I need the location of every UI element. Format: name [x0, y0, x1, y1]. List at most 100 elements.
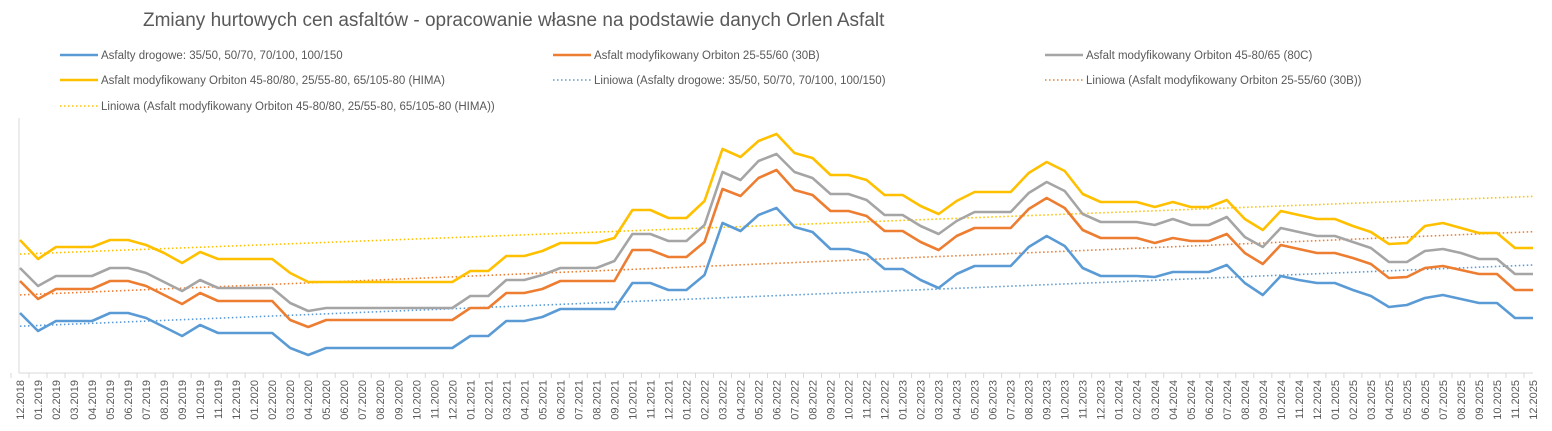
x-tick-label: 12.2020 [447, 380, 459, 420]
legend-item: Asfalt modyfikowany Orbiton 25-55/60 (30… [553, 50, 820, 62]
x-tick-label: 12.2023 [1096, 380, 1108, 420]
x-tick-label: 02.2023 [916, 380, 928, 420]
x-tick-label: 06.2025 [1420, 380, 1432, 420]
x-tick-label: 08.2020 [375, 380, 387, 420]
x-tick-label: 11.2019 [213, 380, 225, 419]
x-tick-label: 09.2021 [609, 380, 621, 420]
x-tick-label: 04.2024 [1168, 380, 1180, 420]
x-tick-label: 10.2019 [195, 380, 207, 420]
x-tick-label: 03.2023 [934, 380, 946, 420]
x-tick-label: 03.2024 [1150, 380, 1162, 420]
x-tick-label: 03.2020 [285, 380, 297, 420]
x-tick-label: 09.2020 [393, 380, 405, 420]
x-tick-label: 07.2024 [1222, 380, 1234, 420]
x-tick-label: 02.2021 [483, 380, 495, 420]
x-tick-label: 10.2024 [1276, 380, 1288, 420]
x-tick-label: 11.2024 [1294, 380, 1306, 419]
x-tick-label: 09.2025 [1474, 380, 1486, 420]
x-tick-label: 10.2022 [844, 380, 856, 420]
x-tick-label: 12.2024 [1312, 380, 1324, 420]
x-tick-label: 10.2023 [1060, 380, 1072, 420]
legend-item: Asfalty drogowe: 35/50, 50/70, 70/100, 1… [60, 50, 343, 62]
x-tick-label: 07.2022 [790, 380, 802, 420]
x-tick-label: 04.2020 [303, 380, 315, 420]
x-tick-label: 02.2024 [1132, 380, 1144, 420]
x-tick-label: 03.2021 [501, 380, 513, 420]
legend: Asfalty drogowe: 35/50, 50/70, 70/100, 1… [60, 50, 1362, 113]
chart-title: Zmiany hurtowych cen asfaltów - opracowa… [143, 10, 885, 31]
x-tick-label: 02.2022 [699, 380, 711, 420]
x-tick-label: 10.2020 [411, 380, 423, 420]
legend-label: Liniowa (Asfalt modyfikowany Orbiton 25-… [1086, 75, 1362, 87]
x-tick-label: 09.2022 [826, 380, 838, 420]
x-tick-label: 12.2018 [15, 380, 27, 420]
x-tick-label: 12.2025 [1528, 380, 1540, 420]
x-tick-label: 06.2024 [1204, 380, 1216, 420]
legend-item: Asfalt modyfikowany Orbiton 45-80/80, 25… [60, 75, 445, 87]
trendline-0 [19, 264, 1534, 328]
x-tick-label: 10.2021 [627, 380, 639, 420]
x-tick-label: 07.2021 [573, 380, 585, 420]
x-tick-label: 01.2021 [465, 380, 477, 420]
x-tick-label: 07.2020 [357, 380, 369, 420]
x-tick-label: 09.2023 [1042, 380, 1054, 420]
legend-item: Asfalt modyfikowany Orbiton 45-80/65 (80… [1045, 50, 1312, 62]
x-tick-label: 11.2023 [1078, 380, 1090, 419]
x-tick-label: 10.2025 [1492, 380, 1504, 420]
x-axis-ticks: 12.2018 01.2019 02.2019 03.2019 04.2019 05.20… [10, 373, 1540, 420]
x-tick-label: 05.2021 [537, 380, 549, 420]
x-tick-label: 12.2021 [663, 380, 675, 420]
x-tick-label: 03.2019 [69, 380, 81, 420]
trendline-2 [19, 195, 1534, 255]
series-line-3 [19, 132, 1533, 284]
x-tick-label: 11.2020 [429, 380, 441, 419]
x-tick-label: 04.2025 [1384, 380, 1396, 420]
x-tick-label: 04.2022 [735, 380, 747, 420]
x-tick-label: 01.2024 [1114, 380, 1126, 420]
legend-label: Asfalty drogowe: 35/50, 50/70, 70/100, 1… [101, 50, 343, 62]
x-tick-label: 06.2020 [339, 380, 351, 420]
x-tick-label: 12.2022 [880, 380, 892, 420]
x-tick-label: 08.2025 [1456, 380, 1468, 420]
x-tick-label: 08.2022 [808, 380, 820, 420]
x-tick-label: 07.2019 [141, 380, 153, 420]
legend-label: Liniowa (Asfalty drogowe: 35/50, 50/70, … [594, 75, 886, 87]
x-tick-label: 05.2024 [1186, 380, 1198, 420]
x-tick-label: 01.2020 [249, 380, 261, 420]
x-tick-label: 09.2024 [1258, 380, 1270, 420]
legend-item: Liniowa (Asfalt modyfikowany Orbiton 25-… [1045, 75, 1362, 87]
x-tick-label: 01.2023 [898, 380, 910, 420]
x-tick-label: 08.2019 [159, 380, 171, 420]
x-tick-label: 06.2019 [123, 380, 135, 420]
legend-item: Liniowa (Asfalt modyfikowany Orbiton 45-… [60, 101, 495, 113]
x-tick-label: 01.2019 [33, 380, 45, 420]
x-tick-label: 01.2022 [681, 380, 693, 420]
series-line-1 [19, 168, 1533, 329]
x-tick-label: 11.2025 [1510, 380, 1522, 419]
x-tick-label: 12.2019 [231, 380, 243, 420]
x-tick-label: 06.2023 [988, 380, 1000, 420]
x-tick-label: 11.2021 [645, 380, 657, 419]
x-tick-label: 05.2023 [970, 380, 982, 420]
x-tick-label: 05.2020 [321, 380, 333, 420]
series-line-0 [19, 206, 1533, 357]
x-tick-label: 04.2019 [87, 380, 99, 420]
x-tick-label: 11.2022 [862, 380, 874, 419]
x-tick-label: 07.2025 [1438, 380, 1450, 420]
x-tick-label: 06.2022 [772, 380, 784, 420]
x-tick-label: 02.2019 [51, 380, 63, 420]
legend-label: Asfalt modyfikowany Orbiton 45-80/80, 25… [101, 75, 445, 87]
x-tick-label: 08.2023 [1024, 380, 1036, 420]
trendline-1 [19, 230, 1534, 296]
x-tick-label: 06.2021 [555, 380, 567, 420]
x-tick-label: 02.2025 [1348, 380, 1360, 420]
x-tick-label: 03.2022 [717, 380, 729, 420]
series-line-2 [19, 152, 1533, 313]
x-tick-label: 03.2025 [1366, 380, 1378, 420]
series-lines [19, 132, 1533, 357]
x-tick-label: 09.2019 [177, 380, 189, 420]
x-tick-label: 01.2025 [1330, 380, 1342, 420]
x-tick-label: 04.2021 [519, 380, 531, 420]
x-tick-label: 05.2025 [1402, 380, 1414, 420]
